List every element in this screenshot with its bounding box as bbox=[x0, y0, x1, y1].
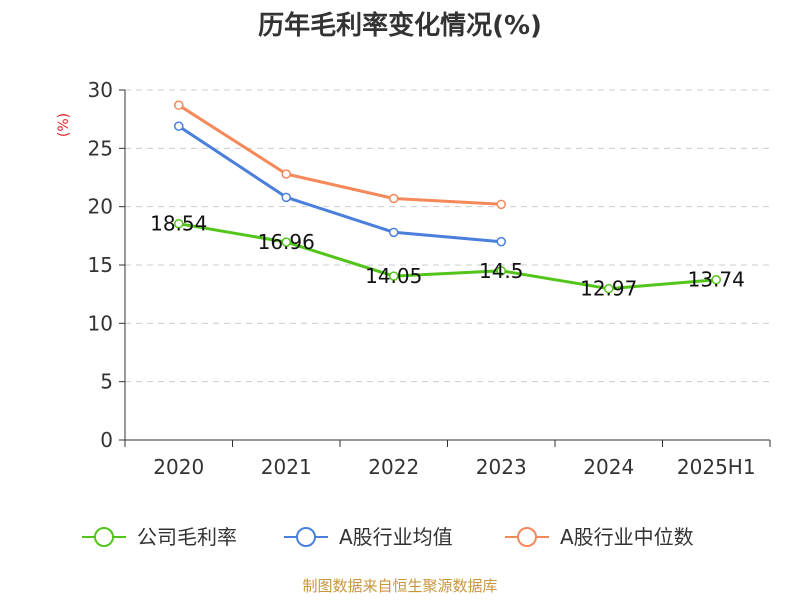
data-point bbox=[711, 274, 721, 285]
data-point bbox=[496, 199, 506, 210]
data-labels: 18.54 16.96 14.05 14.5 12.97 13.74 bbox=[150, 212, 745, 301]
x-tick-label: 2020 bbox=[153, 455, 204, 479]
data-label: 12.97 bbox=[580, 277, 637, 301]
y-tick-label: 15 bbox=[88, 253, 113, 277]
data-label: 18.54 bbox=[150, 212, 207, 236]
y-tick-label: 10 bbox=[88, 311, 113, 335]
x-tick-label: 2023 bbox=[476, 455, 527, 479]
series-line bbox=[177, 103, 502, 206]
data-point bbox=[604, 283, 614, 294]
y-axis-label: (%) bbox=[56, 113, 72, 137]
y-tick-label: 0 bbox=[100, 428, 113, 452]
x-tick-label: 2024 bbox=[583, 455, 634, 479]
data-point bbox=[496, 236, 506, 247]
data-point bbox=[389, 227, 399, 238]
legend-label: A股行业均值 bbox=[339, 525, 453, 549]
y-tick-label: 20 bbox=[88, 195, 113, 219]
x-tick-label: 2021 bbox=[261, 455, 312, 479]
legend-swatch-marker bbox=[296, 527, 316, 547]
data-label: 14.5 bbox=[479, 259, 524, 283]
legend-label: A股行业中位数 bbox=[560, 525, 694, 549]
x-tick-label: 2025H1 bbox=[677, 455, 756, 479]
data-label: 13.74 bbox=[688, 268, 745, 292]
data-label: 16.96 bbox=[258, 230, 315, 254]
series-lines bbox=[174, 100, 721, 294]
data-point bbox=[389, 271, 399, 281]
data-point bbox=[496, 266, 506, 276]
data-point bbox=[389, 193, 399, 204]
grid-lines bbox=[125, 89, 770, 383]
data-label: 14.05 bbox=[365, 264, 422, 288]
series-line bbox=[178, 222, 717, 291]
legend-swatch-marker bbox=[94, 527, 114, 547]
axes: 0 5 10 15 20 25 30 2020 2021 2022 2023 2024 2025H1 bbox=[88, 78, 771, 479]
y-tick-label: 5 bbox=[100, 370, 113, 394]
x-tick-label: 2022 bbox=[368, 455, 419, 479]
legend-label: 公司毛利率 bbox=[137, 525, 237, 549]
data-point bbox=[174, 100, 184, 110]
series-line bbox=[177, 124, 502, 244]
legend-swatch-marker bbox=[517, 527, 537, 547]
y-tick-label: 30 bbox=[88, 78, 113, 102]
y-tick-label: 25 bbox=[88, 136, 113, 160]
chart-title: 历年毛利率变化情况(%) bbox=[258, 10, 542, 41]
data-point bbox=[174, 121, 184, 131]
data-point bbox=[174, 218, 184, 229]
data-point bbox=[281, 237, 291, 247]
data-point bbox=[281, 192, 291, 203]
legend: 公司毛利率 A股行业均值 A股行业中位数 bbox=[82, 525, 694, 549]
source-note: 制图数据来自恒生聚源数据库 bbox=[302, 577, 497, 595]
data-point bbox=[281, 169, 291, 179]
